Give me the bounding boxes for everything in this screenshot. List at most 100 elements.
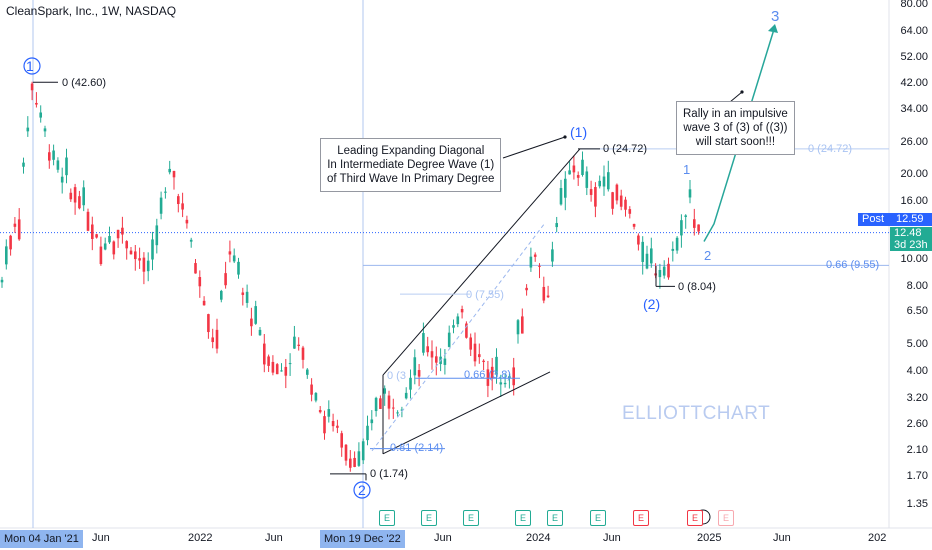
candle-body: [280, 370, 283, 372]
candle-body: [585, 171, 589, 188]
candle-body: [490, 366, 494, 379]
candle-body: [641, 241, 644, 262]
candle-body: [589, 189, 593, 195]
diagonal-note-line-1: Leading Expanding Diagonal: [337, 145, 485, 157]
candle-body: [379, 398, 382, 409]
candle-body: [293, 336, 296, 349]
earnings-marker[interactable]: E: [515, 510, 531, 526]
candle-body: [555, 223, 558, 228]
candle-body: [602, 176, 606, 187]
candle-body: [671, 248, 675, 251]
candle-body: [22, 162, 25, 167]
diagonal-lower-line: [382, 371, 551, 455]
level-retracement-label: 0.66 (9.55): [826, 259, 880, 271]
candle-body: [237, 261, 240, 275]
level-peak-label: 0 (24.72): [603, 143, 648, 155]
earnings-marker[interactable]: E: [687, 510, 703, 526]
candle-body: [207, 314, 210, 333]
earnings-marker[interactable]: E: [463, 510, 479, 526]
earnings-marker[interactable]: E: [421, 510, 437, 526]
wave-circle-primary-2: [353, 481, 371, 499]
fib-d-label: 0 (3: [387, 370, 406, 382]
candle-body: [357, 451, 361, 466]
candle-body: [86, 211, 90, 231]
candle-body: [383, 388, 386, 394]
candle-body: [675, 237, 679, 251]
price-tick-label: 20.00: [900, 167, 928, 180]
candle-body: [340, 433, 343, 448]
candle-body: [275, 364, 279, 375]
projection-line: [703, 25, 776, 242]
candle-body: [404, 392, 408, 399]
candle-body: [198, 277, 202, 287]
candle-body: [43, 128, 47, 132]
rally-note-connector-dot: [740, 90, 744, 94]
candle-body: [194, 263, 197, 274]
candle-body: [361, 441, 365, 461]
diagonal-note[interactable]: Leading Expanding Diagonal In Intermedia…: [320, 138, 502, 192]
earnings-marker[interactable]: E: [633, 510, 649, 526]
candle-body: [482, 360, 485, 363]
earnings-marker-upcoming[interactable]: E: [718, 510, 734, 526]
diagonal-note-connector-dot: [563, 135, 567, 139]
candle-body: [624, 199, 627, 210]
candle-body: [254, 306, 257, 324]
candle-body: [478, 354, 481, 358]
candle-body: [164, 191, 167, 193]
candle-body: [460, 309, 464, 313]
candle-body: [353, 457, 356, 467]
earnings-marker[interactable]: E: [547, 510, 563, 526]
level-top-label: 0 (42.60): [62, 77, 107, 89]
candle-body: [650, 248, 653, 264]
candle-body: [314, 393, 318, 401]
rally-note-line-3: will start soon!!!: [695, 136, 776, 148]
candle-body: [349, 458, 352, 468]
candle-body: [134, 251, 137, 260]
candle-body: [258, 329, 262, 336]
time-label-jun-2023: Jun: [434, 532, 452, 544]
candle-body: [529, 256, 533, 268]
candle-body: [559, 188, 563, 205]
candle-body: [241, 292, 245, 295]
candle-body: [628, 209, 632, 214]
rally-note[interactable]: Rally in an impulsive wave 3 of (3) of (…: [676, 101, 795, 155]
candle-body: [521, 316, 524, 334]
candle-body: [594, 187, 597, 207]
earnings-marker[interactable]: E: [590, 510, 606, 526]
candle-body: [125, 241, 128, 249]
time-axis-cursor-left: Mon 04 Jan '21: [0, 530, 83, 548]
candle-body: [572, 165, 576, 173]
price-tick-label: 4.00: [906, 364, 928, 377]
post-market-badge: Post 12.59: [858, 213, 932, 226]
price-tick-label: 80.00: [900, 0, 928, 10]
time-label-2026: 202: [868, 532, 887, 544]
bar-countdown: 3d 23h: [894, 239, 928, 251]
price-tick-label: 52.00: [900, 50, 928, 63]
candle-body: [172, 170, 176, 178]
candle-body: [91, 224, 94, 240]
diagonal-upper-line: [382, 148, 581, 376]
candle-body: [684, 215, 687, 217]
candle-body: [688, 189, 692, 198]
time-label-2025: 2025: [697, 532, 722, 544]
candle-body: [232, 255, 236, 262]
candle-body: [615, 184, 619, 201]
candle-body: [426, 346, 429, 353]
time-axis-cursor-right: Mon 19 Dec '22: [320, 530, 405, 548]
candle-body: [245, 291, 249, 303]
candle-body: [662, 266, 666, 276]
candle-body: [607, 172, 610, 190]
wave-label-primary-2: 2: [358, 482, 366, 498]
earnings-marker[interactable]: E: [379, 510, 395, 526]
candle-body: [159, 197, 163, 214]
price-tick-label: 34.00: [900, 102, 928, 115]
candle-body: [151, 239, 154, 260]
candle-body: [211, 337, 214, 343]
candle-body: [263, 343, 266, 365]
candle-body: [215, 329, 219, 349]
price-tick-label: 1.35: [906, 498, 928, 510]
candle-body: [503, 382, 507, 385]
candle-body: [108, 235, 111, 243]
post-price: 12.59: [896, 213, 924, 225]
